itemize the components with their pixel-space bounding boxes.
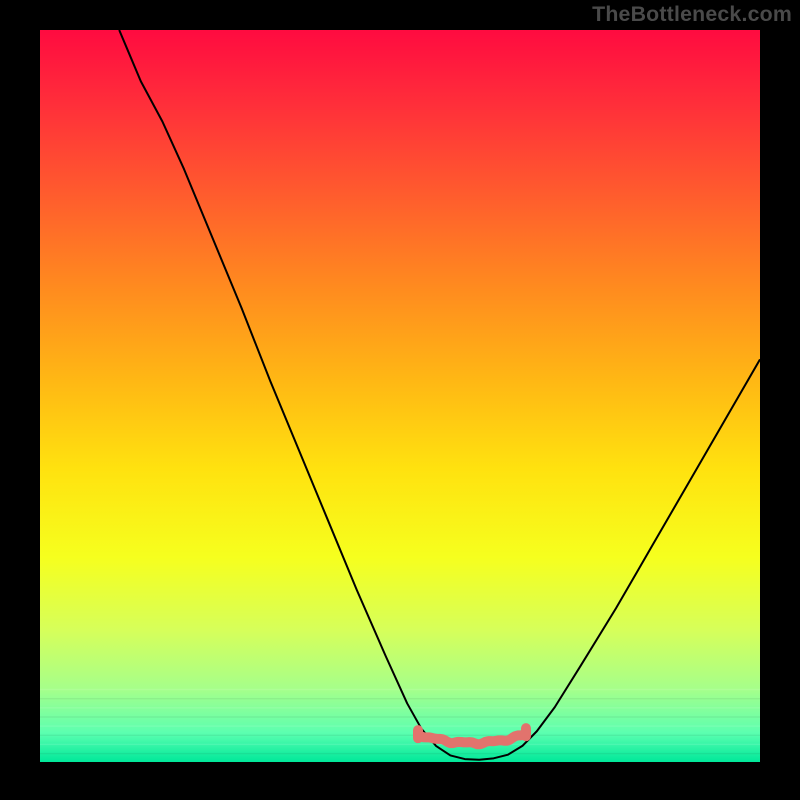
- gradient-background: [40, 30, 760, 762]
- chart-area: [40, 30, 760, 762]
- bottleneck-curve-chart: [40, 30, 760, 762]
- watermark-text: TheBottleneck.com: [592, 2, 792, 27]
